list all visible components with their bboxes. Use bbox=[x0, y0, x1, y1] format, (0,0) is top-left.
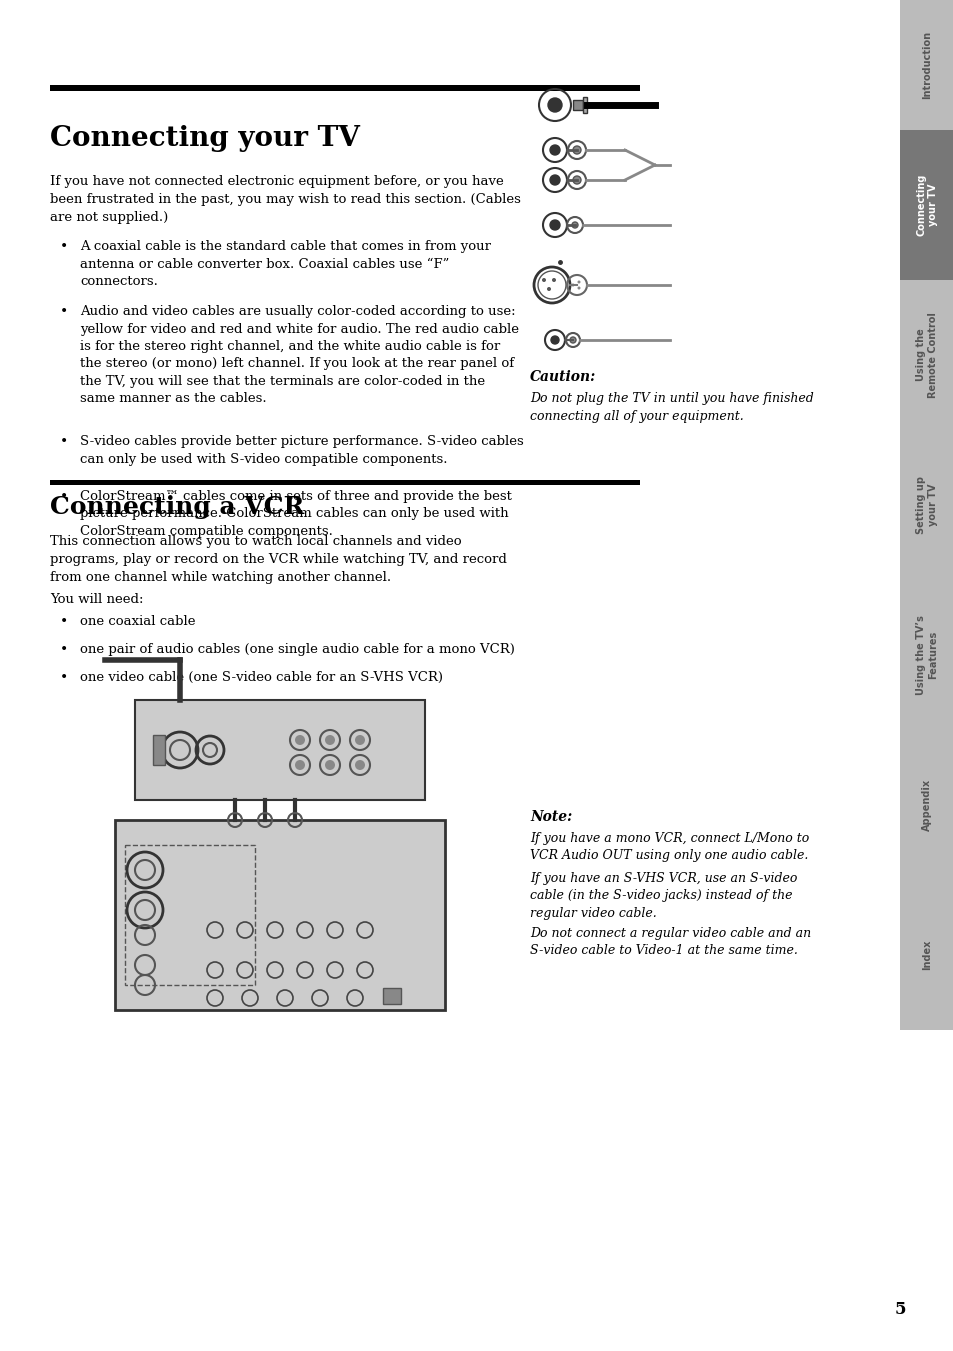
Circle shape bbox=[573, 146, 580, 154]
Circle shape bbox=[550, 220, 559, 230]
Bar bbox=[125, 844, 254, 985]
Bar bbox=[899, 580, 953, 730]
Text: Note:: Note: bbox=[530, 811, 572, 824]
Text: •: • bbox=[60, 671, 69, 685]
Circle shape bbox=[577, 286, 579, 289]
Text: S-video cables provide better picture performance. S-video cables
can only be us: S-video cables provide better picture pe… bbox=[80, 435, 523, 466]
Text: •: • bbox=[60, 435, 69, 449]
Text: 5: 5 bbox=[893, 1301, 904, 1319]
Circle shape bbox=[550, 176, 559, 185]
Bar bbox=[50, 85, 639, 91]
Bar bbox=[115, 820, 444, 1011]
Circle shape bbox=[325, 735, 335, 744]
Text: Audio and video cables are usually color-coded according to use:
yellow for vide: Audio and video cables are usually color… bbox=[80, 305, 518, 405]
Bar bbox=[582, 97, 586, 113]
Circle shape bbox=[546, 286, 551, 290]
Circle shape bbox=[551, 336, 558, 345]
Text: ColorStream™ cables come in sets of three and provide the best
picture performan: ColorStream™ cables come in sets of thre… bbox=[80, 490, 512, 538]
Text: one pair of audio cables (one single audio cable for a mono VCR): one pair of audio cables (one single aud… bbox=[80, 643, 515, 657]
Circle shape bbox=[325, 761, 335, 770]
Circle shape bbox=[571, 284, 574, 286]
Circle shape bbox=[294, 735, 305, 744]
Text: Connecting a VCR: Connecting a VCR bbox=[50, 494, 304, 519]
Text: Introduction: Introduction bbox=[921, 31, 931, 99]
Bar bbox=[899, 280, 953, 430]
Bar bbox=[899, 130, 953, 280]
Circle shape bbox=[577, 281, 579, 284]
Text: You will need:: You will need: bbox=[50, 593, 143, 607]
Text: Connecting
your TV: Connecting your TV bbox=[915, 174, 937, 236]
Bar bbox=[382, 988, 400, 1004]
Bar bbox=[573, 100, 582, 109]
Text: Appendix: Appendix bbox=[921, 780, 931, 831]
Bar bbox=[899, 0, 953, 130]
Bar bbox=[899, 430, 953, 580]
Text: •: • bbox=[60, 240, 69, 254]
Text: Do not plug the TV in until you have finished
connecting all of your equipment.: Do not plug the TV in until you have fin… bbox=[530, 392, 813, 423]
Text: This connection allows you to watch local channels and video
programs, play or r: This connection allows you to watch loca… bbox=[50, 535, 506, 584]
Text: •: • bbox=[60, 643, 69, 657]
Text: Index: Index bbox=[921, 940, 931, 970]
Circle shape bbox=[355, 735, 365, 744]
Bar bbox=[899, 730, 953, 880]
Circle shape bbox=[572, 222, 578, 228]
Text: one coaxial cable: one coaxial cable bbox=[80, 615, 195, 628]
Circle shape bbox=[355, 761, 365, 770]
Circle shape bbox=[541, 278, 545, 282]
Text: Using the TV’s
Features: Using the TV’s Features bbox=[915, 615, 937, 694]
Text: Do not connect a regular video cable and an
S-video cable to Video-1 at the same: Do not connect a regular video cable and… bbox=[530, 927, 810, 958]
Text: If you have an S-VHS VCR, use an S-video
cable (in the S-video jacks) instead of: If you have an S-VHS VCR, use an S-video… bbox=[530, 871, 797, 920]
Text: •: • bbox=[60, 615, 69, 630]
Text: Setting up
your TV: Setting up your TV bbox=[915, 476, 937, 534]
Text: Connecting your TV: Connecting your TV bbox=[50, 126, 359, 153]
Text: one video cable (one S-video cable for an S-VHS VCR): one video cable (one S-video cable for a… bbox=[80, 671, 442, 684]
Bar bbox=[50, 480, 639, 485]
Bar bbox=[135, 700, 424, 800]
Text: Caution:: Caution: bbox=[530, 370, 596, 384]
Text: •: • bbox=[60, 305, 69, 319]
Bar bbox=[152, 735, 165, 765]
Circle shape bbox=[294, 761, 305, 770]
Circle shape bbox=[552, 278, 556, 282]
Text: A coaxial cable is the standard cable that comes in from your
antenna or cable c: A coaxial cable is the standard cable th… bbox=[80, 240, 491, 288]
Circle shape bbox=[573, 176, 580, 184]
Bar bbox=[899, 880, 953, 1029]
Circle shape bbox=[569, 336, 576, 343]
Text: •: • bbox=[60, 490, 69, 504]
Circle shape bbox=[547, 99, 561, 112]
Text: If you have not connected electronic equipment before, or you have
been frustrat: If you have not connected electronic equ… bbox=[50, 176, 520, 224]
Text: If you have a mono VCR, connect L/Mono to
VCR Audio OUT using only one audio cab: If you have a mono VCR, connect L/Mono t… bbox=[530, 832, 808, 862]
Circle shape bbox=[550, 145, 559, 155]
Text: Using the
Remote Control: Using the Remote Control bbox=[915, 312, 937, 399]
